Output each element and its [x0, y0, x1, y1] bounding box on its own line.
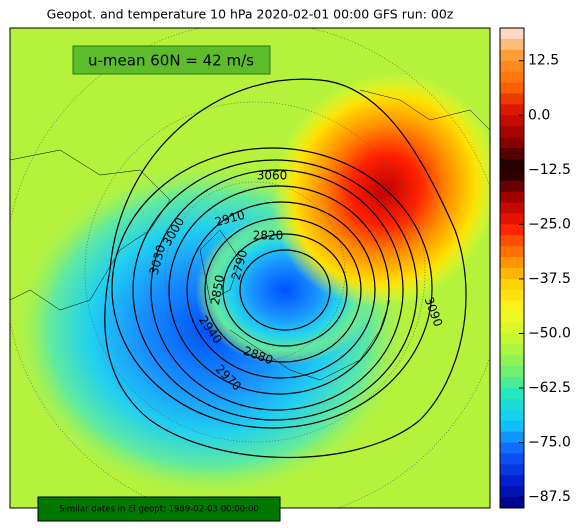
colorbar-band: [500, 377, 524, 389]
colorbar-band: [500, 257, 524, 269]
colorbar-tick-label: −12.5: [528, 162, 571, 178]
colorbar-band: [500, 300, 524, 313]
colorbar-band: [500, 453, 524, 465]
annotation: u-mean 60N = 42 m/s: [88, 52, 254, 70]
colorbar-band: [500, 420, 524, 433]
colorbar-band: [500, 311, 524, 324]
colorbar-band: [500, 213, 524, 225]
latitude-circles: [10, 28, 490, 508]
colorbar-band: [500, 82, 524, 94]
colorbar-band: [500, 366, 524, 378]
colorbar-band: [500, 486, 524, 498]
colorbar-band: [500, 355, 524, 367]
coastlines: [10, 89, 490, 381]
colorbar-band: [500, 398, 524, 411]
colorbar-band: [500, 388, 524, 400]
colorbar-band: [500, 202, 524, 214]
colorbar-band: [500, 169, 524, 182]
colorbar-band: [500, 475, 524, 487]
colorbar-band: [500, 28, 524, 40]
colorbar-band: [500, 191, 524, 204]
colorbar-tick-label: −25.0: [528, 216, 571, 232]
footer: Similar dates in El geopt: 1989-02-03 00…: [59, 505, 259, 515]
colorbar-band: [500, 60, 524, 73]
colorbar-band: [500, 464, 524, 476]
footer-box: [37, 496, 281, 522]
warm-region: [271, 73, 490, 307]
colorbar-band: [500, 246, 524, 258]
title: Geopot. and temperature 10 hPa 2020-02-0…: [47, 7, 454, 22]
colorbar-band: [500, 104, 524, 116]
colorbar-band: [500, 93, 524, 105]
colorbar-band: [500, 497, 524, 509]
contour-label: 2820: [253, 229, 284, 243]
colorbar-tick-label: −50.0: [528, 325, 571, 341]
colorbar-band: [500, 126, 524, 138]
colorbar-band: [500, 322, 524, 334]
colorbar-band: [500, 235, 524, 247]
contour-label: 3060: [257, 169, 288, 183]
colorbar-band: [500, 49, 524, 62]
map: [10, 28, 490, 508]
colorbar-band: [500, 344, 524, 356]
colorbar-band: [500, 180, 524, 193]
colorbar-band: [500, 333, 524, 345]
colorbar-band: [500, 409, 524, 422]
colorbar-tick-label: −75.0: [528, 435, 571, 451]
colorbar: 12.5 0.0 −12.5 −25.0 −37.5 −50.0 −62.5 −75.0 −87…: [499, 27, 571, 509]
colorbar-tick-label: −87.5: [528, 489, 571, 505]
colorbar-band: [500, 158, 524, 171]
colorbar-band: [500, 115, 524, 127]
colorbar-tick-label: 0.0: [528, 107, 550, 123]
colorbar-tick-label: −62.5: [528, 380, 571, 396]
contours: [104, 78, 467, 459]
colorbar-tick-label: 12.5: [528, 53, 559, 69]
colorbar-tick-label: −37.5: [528, 271, 571, 287]
colorbar-band: [500, 431, 524, 444]
colorbar-band: [500, 442, 524, 454]
colorbar-band: [500, 278, 524, 291]
annotation-box: [72, 45, 271, 75]
colorbar-band: [500, 38, 524, 51]
colorbar-band: [500, 148, 524, 160]
colorbar-band: [500, 137, 524, 149]
colorbar-band: [500, 268, 524, 280]
contour-label: 2850: [208, 274, 227, 307]
colorbar-band: [500, 289, 524, 302]
colorbar-band: [500, 71, 524, 84]
colorbar-frame: [499, 27, 525, 509]
colorbar-band: [500, 224, 524, 236]
